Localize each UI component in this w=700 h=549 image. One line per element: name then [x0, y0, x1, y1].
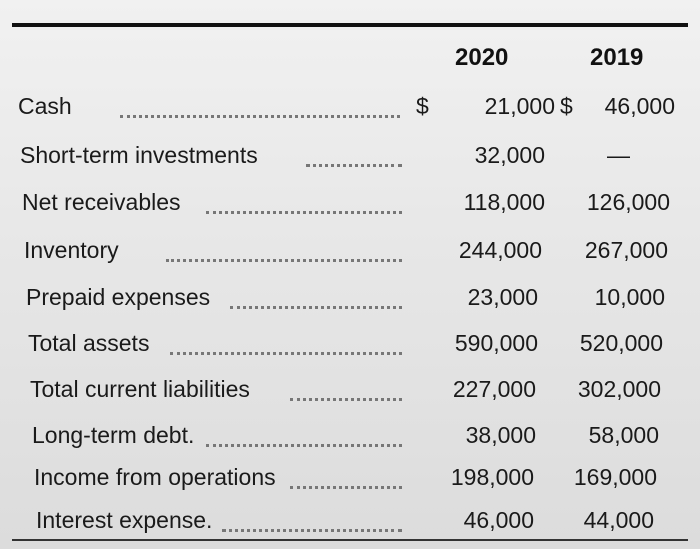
value-2020: 38,000	[465, 422, 536, 448]
value-2020: 227,000	[452, 376, 536, 402]
header-2020: 2020	[455, 44, 509, 71]
table-row: Total current liabilities 227,000 302,00…	[0, 376, 700, 416]
leader-dots	[120, 115, 400, 118]
row-label: Total current liabilities	[30, 376, 250, 402]
dollar-sign: $	[560, 93, 573, 119]
row-label: Prepaid expenses	[26, 284, 211, 310]
value-2019: 44,000	[583, 507, 654, 533]
value-2019: 267,000	[584, 237, 668, 263]
leader-dots	[290, 398, 402, 401]
header-2019: 2019	[590, 44, 644, 71]
table-row: Total assets 590,000 520,000	[0, 330, 700, 370]
value-2020: 118,000	[463, 189, 545, 215]
row-label: Income from operations	[34, 464, 276, 490]
table-row: Interest expense. 46,000 44,000	[0, 507, 700, 547]
leader-dots	[206, 211, 402, 214]
table-row: Income from operations 198,000 169,000	[0, 464, 700, 504]
row-label: Total assets	[28, 330, 150, 356]
value-2019: 126,000	[586, 189, 670, 215]
leader-dots	[206, 444, 402, 447]
row-label: Long-term debt.	[32, 422, 195, 448]
row-label: Interest expense.	[36, 507, 213, 533]
value-2020: 46,000	[463, 507, 534, 533]
leader-dots	[230, 306, 402, 309]
row-label: Inventory	[24, 237, 119, 263]
value-2019: —	[607, 142, 630, 168]
row-label: Cash	[18, 93, 72, 119]
value-2019: 58,000	[588, 422, 659, 448]
row-label: Short-term investments	[20, 142, 258, 168]
value-2019: 169,000	[573, 464, 657, 490]
value-2019: 302,000	[577, 376, 661, 402]
leader-dots	[166, 259, 402, 262]
top-rule	[12, 23, 688, 27]
value-2020: 23,000	[467, 284, 538, 310]
leader-dots	[290, 486, 402, 489]
value-2020: 21,000	[484, 93, 555, 119]
leader-dots	[170, 352, 402, 355]
value-2020: 198,000	[450, 464, 534, 490]
table-row: Net receivables 118,000 126,000	[0, 189, 700, 229]
value-2020: 590,000	[454, 330, 538, 356]
table-row: Long-term debt. 38,000 58,000	[0, 422, 700, 462]
leader-dots	[222, 529, 402, 532]
table-row: Short-term investments 32,000 —	[0, 142, 700, 182]
value-2019: 46,000	[604, 93, 675, 119]
dollar-sign: $	[416, 93, 429, 119]
table-row: Inventory 244,000 267,000	[0, 237, 700, 277]
table-row: Prepaid expenses 23,000 10,000	[0, 284, 700, 324]
value-2019: 520,000	[579, 330, 663, 356]
value-2020: 244,000	[458, 237, 542, 263]
bottom-rule	[12, 539, 688, 541]
value-2019: 10,000	[594, 284, 665, 310]
leader-dots	[306, 164, 402, 167]
row-label: Net receivables	[22, 189, 181, 215]
table-row: Cash $ 21,000 $ 46,000	[0, 93, 700, 133]
value-2020: 32,000	[474, 142, 545, 168]
